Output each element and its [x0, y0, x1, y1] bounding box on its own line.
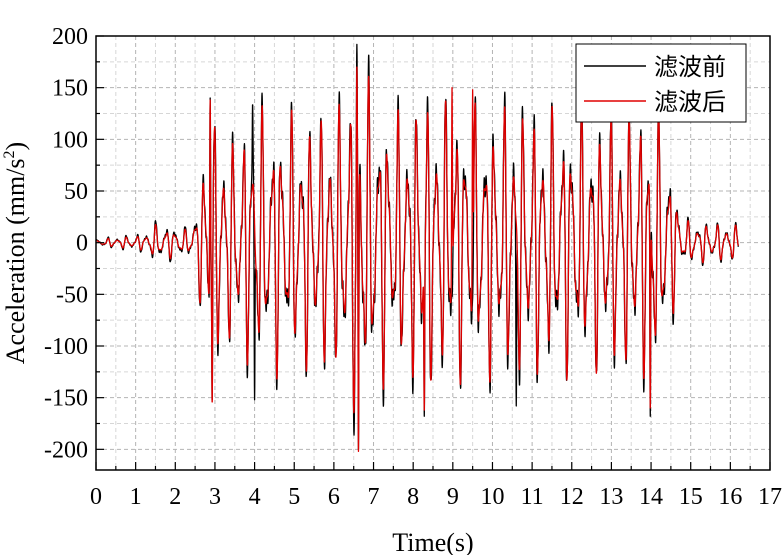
y-tick-label: 50	[64, 179, 88, 205]
y-tick-label: -200	[44, 437, 88, 463]
x-tick-label: 10	[480, 484, 504, 510]
legend-box	[575, 43, 747, 123]
y-tick-label: 0	[76, 231, 88, 257]
x-tick-label: 2	[169, 484, 181, 510]
x-tick-label: 9	[447, 484, 459, 510]
x-tick-label: 12	[560, 484, 584, 510]
x-tick-label: 3	[209, 484, 221, 510]
y-tick-label: -150	[44, 386, 88, 412]
x-axis-title: Time(s)	[392, 528, 473, 555]
x-tick-label: 14	[639, 484, 663, 510]
x-tick-label: 6	[328, 484, 340, 510]
legend-label-filtered: 滤波后	[654, 88, 726, 116]
x-tick-label: 17	[758, 484, 782, 510]
x-tick-label: 7	[368, 484, 380, 510]
x-tick-label: 8	[407, 484, 419, 510]
tick-labels: 0 1 2 3 4 5 6 7 8 9 10 11 12 13 14 15 16 17-200-150-100-5…	[44, 24, 782, 510]
y-tick-label: -100	[44, 334, 88, 360]
series-filtered-line	[95, 66, 739, 453]
y-axis-title-end: )	[1, 142, 30, 151]
x-tick-label: 4	[249, 484, 261, 510]
y-axis-title-sup: 2	[1, 150, 18, 158]
y-axis-title: Acceleration (mm/s2)	[1, 142, 30, 364]
legend-label-raw: 滤波前	[654, 53, 726, 81]
y-tick-label: 150	[52, 76, 88, 102]
legend: 滤波前 滤波后	[575, 43, 747, 123]
x-tick-label: 16	[718, 484, 742, 510]
x-tick-label: 1	[130, 484, 142, 510]
x-tick-label: 11	[521, 484, 544, 510]
series-layer	[95, 43, 739, 453]
x-tick-label: 0	[90, 484, 102, 510]
y-tick-label: 100	[52, 127, 88, 153]
x-tick-label: 13	[599, 484, 623, 510]
axis-ticks	[95, 35, 771, 470]
y-tick-label: -50	[56, 282, 88, 308]
y-axis-title-main: Acceleration (mm/s	[1, 158, 30, 364]
y-tick-label: 200	[52, 24, 88, 50]
x-tick-label: 5	[288, 484, 300, 510]
x-tick-label: 15	[679, 484, 703, 510]
